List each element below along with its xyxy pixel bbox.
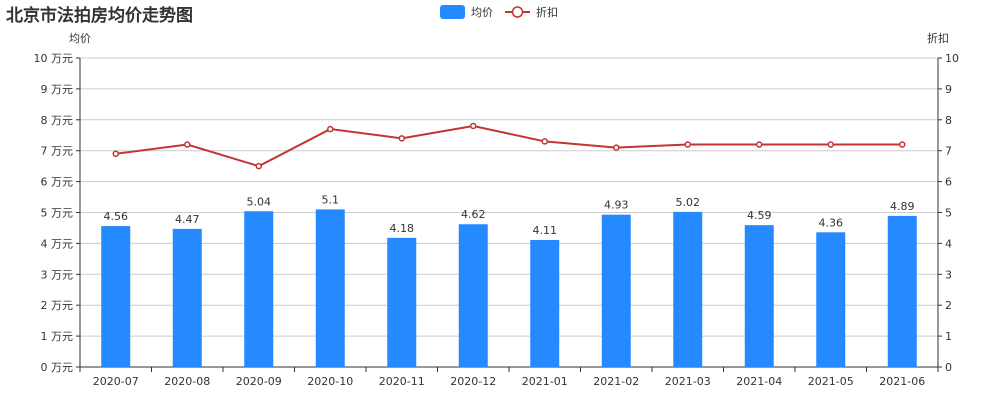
y-right-tick-label: 6 (945, 176, 952, 189)
y-right-tick-label: 2 (945, 299, 952, 312)
x-tick-label: 2021-06 (879, 375, 925, 388)
y-left-tick-label: 6 万元 (41, 176, 74, 189)
x-tick-label: 2021-01 (522, 375, 568, 388)
bar-value-label: 4.89 (890, 200, 915, 213)
x-tick-label: 2020-12 (450, 375, 496, 388)
bar-value-label: 5.02 (676, 196, 701, 209)
y-left-tick-label: 5 万元 (41, 207, 74, 220)
bar (673, 211, 703, 367)
y-right-axis-name: 折扣 (927, 31, 949, 45)
bar-value-label: 4.62 (461, 208, 486, 221)
y-left-tick-label: 8 万元 (41, 114, 74, 127)
y-left-tick-label: 7 万元 (41, 145, 74, 158)
discount-point (184, 141, 191, 148)
discount-point (541, 138, 548, 145)
y-left-tick-label: 9 万元 (41, 83, 74, 96)
y-right-tick-label: 9 (945, 83, 952, 96)
discount-point (613, 144, 620, 151)
bar (530, 240, 560, 367)
y-left-tick-label: 3 万元 (41, 268, 74, 281)
legend-bar-swatch (440, 5, 465, 19)
discount-point (470, 122, 477, 130)
legend-line-label: 折扣 (536, 5, 558, 19)
discount-point (398, 135, 405, 142)
y-left-tick-label: 0 万元 (41, 361, 74, 374)
x-tick-label: 2020-09 (236, 375, 282, 388)
discount-point (327, 125, 334, 133)
y-right-tick-label: 0 (945, 361, 952, 374)
bar (315, 209, 345, 367)
x-tick-label: 2021-05 (808, 375, 854, 388)
discount-point (255, 162, 262, 170)
x-tick-label: 2021-02 (593, 375, 639, 388)
y-right-tick-label: 5 (945, 207, 952, 220)
y-right-tick-label: 1 (945, 330, 952, 343)
x-tick-label: 2020-11 (379, 375, 425, 388)
bar-value-label: 5.1 (322, 193, 340, 206)
bar (172, 228, 202, 367)
bar-value-label: 4.56 (104, 210, 129, 223)
bar-value-label: 4.59 (747, 209, 772, 222)
bar-value-label: 4.36 (819, 216, 844, 229)
x-tick-label: 2020-10 (307, 375, 353, 388)
x-tick-label: 2021-04 (736, 375, 782, 388)
discount-line (115, 124, 903, 168)
bar (816, 232, 846, 367)
y-right-tick-label: 10 (945, 52, 959, 65)
bar (887, 215, 917, 367)
discount-point (827, 141, 834, 148)
y-left-tick-label: 2 万元 (41, 299, 74, 312)
bar (458, 224, 488, 367)
discount-point (756, 141, 763, 148)
bar-value-label: 4.11 (533, 224, 558, 237)
x-tick-label: 2021-03 (665, 375, 711, 388)
legend-line-marker (511, 6, 524, 18)
bar (601, 214, 631, 367)
x-tick-label: 2020-08 (164, 375, 210, 388)
chart-title: 北京市法拍房均价走势图 (6, 6, 193, 26)
y-right-tick-label: 7 (945, 145, 952, 158)
legend-bar-label: 均价 (471, 6, 493, 19)
y-right-tick-label: 8 (945, 114, 952, 127)
bar (101, 226, 131, 367)
discount-point (684, 141, 691, 148)
bar (244, 211, 274, 367)
bar-value-label: 5.04 (247, 195, 272, 208)
bar-value-label: 4.18 (390, 222, 415, 235)
y-left-axis-name: 均价 (69, 32, 91, 45)
y-right-tick-label: 4 (945, 237, 952, 250)
y-left-tick-label: 10 万元 (34, 52, 74, 65)
bar-value-label: 4.93 (604, 199, 629, 212)
bar (744, 225, 774, 367)
y-right-tick-label: 3 (945, 268, 952, 281)
y-left-tick-label: 4 万元 (41, 237, 74, 250)
bar-value-label: 4.47 (175, 213, 200, 226)
discount-point (899, 141, 906, 148)
bar (387, 237, 417, 367)
discount-point (112, 150, 119, 158)
x-tick-label: 2020-07 (93, 375, 139, 388)
y-left-tick-label: 1 万元 (41, 330, 74, 343)
